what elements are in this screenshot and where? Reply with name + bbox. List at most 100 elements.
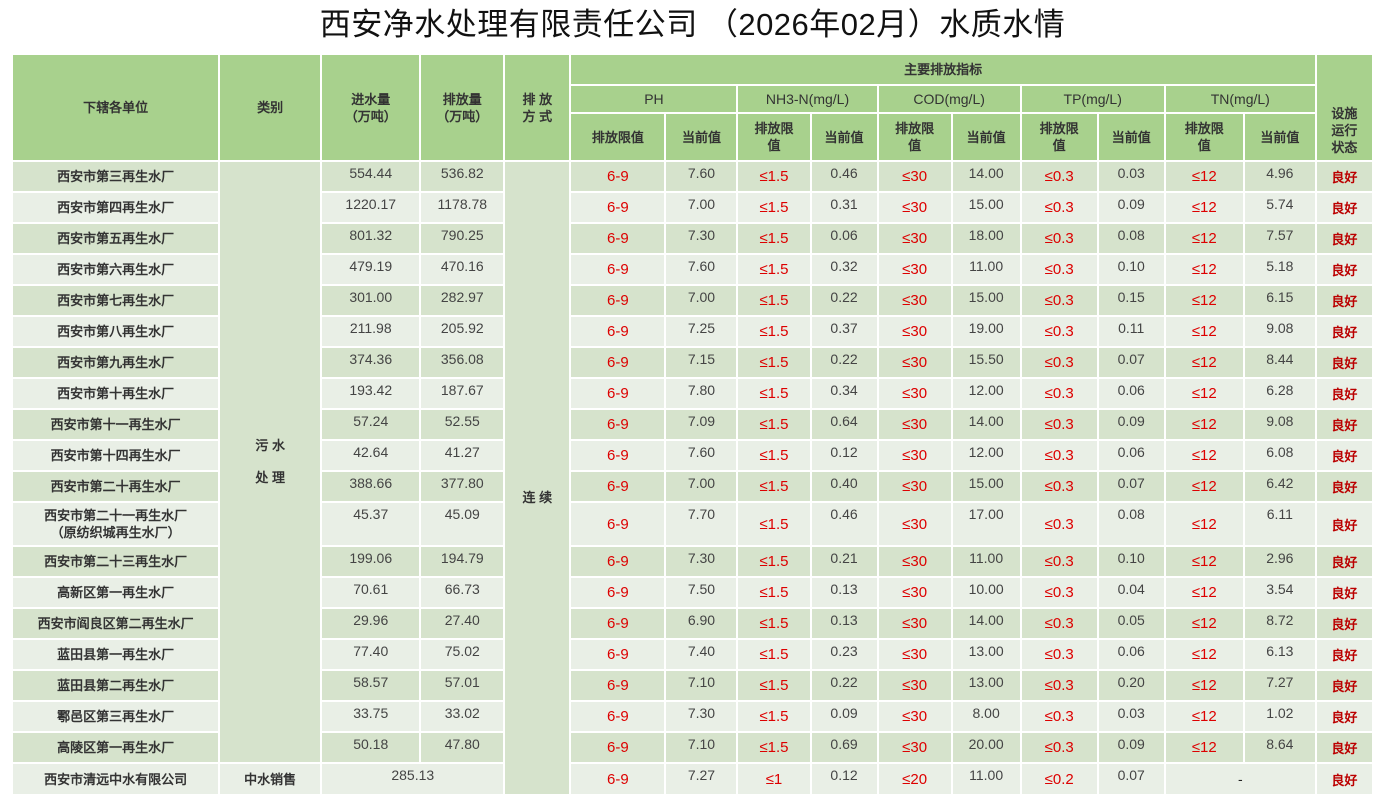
ph-limit: 6-9 xyxy=(569,191,667,224)
ph-limit: 6-9 xyxy=(569,222,667,255)
cod-limit: ≤30 xyxy=(876,501,953,547)
table-row: 蓝田县第一再生水厂 77.40 75.02 6-9 7.40 ≤1.5 0.23 ≤30 13.… xyxy=(10,638,1375,671)
outflow: 470.16 xyxy=(419,253,506,286)
header-method: 排 放 方 式 xyxy=(503,53,572,162)
header-ph: PH xyxy=(569,84,739,114)
ph-current: 7.10 xyxy=(664,731,739,764)
unit-name: 西安市第三再生水厂 xyxy=(10,160,221,193)
tn-limit: ≤12 xyxy=(1163,576,1245,609)
status: 良好 xyxy=(1314,315,1375,348)
nh3-current: 0.23 xyxy=(809,638,879,671)
nh3-current: 0.22 xyxy=(809,284,879,317)
cod-current: 13.00 xyxy=(950,638,1022,671)
nh3-current: 0.69 xyxy=(809,731,879,764)
ph-current: 7.09 xyxy=(664,408,739,441)
table-row: 西安市第九再生水厂 374.36 356.08 6-9 7.15 ≤1.5 0.22 ≤30 1… xyxy=(10,346,1375,379)
outflow: 282.97 xyxy=(419,284,506,317)
cod-current: 11.00 xyxy=(950,545,1022,578)
tp-limit: ≤0.3 xyxy=(1019,470,1099,503)
nh3-limit: ≤1.5 xyxy=(736,253,812,286)
cod-limit: ≤30 xyxy=(876,731,953,764)
status: 良好 xyxy=(1314,191,1375,224)
tp-current: 0.07 xyxy=(1096,762,1166,796)
nh3-limit: ≤1.5 xyxy=(736,700,812,733)
nh3-limit: ≤1.5 xyxy=(736,408,812,441)
inflow: 50.18 xyxy=(320,731,422,764)
status: 良好 xyxy=(1314,160,1375,193)
tp-limit: ≤0.3 xyxy=(1019,408,1099,441)
outflow: 187.67 xyxy=(419,377,506,410)
header-nh3: NH3-N(mg/L) xyxy=(736,84,879,114)
tn-limit: ≤12 xyxy=(1163,315,1245,348)
tn-limit: ≤12 xyxy=(1163,439,1245,472)
outflow: 205.92 xyxy=(419,315,506,348)
table-row-last: 西安市清远中水有限公司 中水销售 285.13 6-9 7.27 ≤1 0.12… xyxy=(10,762,1375,796)
ph-current: 7.00 xyxy=(664,191,739,224)
cod-current: 14.00 xyxy=(950,160,1022,193)
unit-name: 西安市第九再生水厂 xyxy=(10,346,221,379)
cod-current: 12.00 xyxy=(950,439,1022,472)
tp-limit: ≤0.3 xyxy=(1019,346,1099,379)
tp-limit: ≤0.2 xyxy=(1019,762,1099,796)
ph-limit: 6-9 xyxy=(569,638,667,671)
header-category: 类别 xyxy=(218,53,323,162)
header-cod-limit: 排放限 值 xyxy=(876,112,953,162)
tp-current: 0.06 xyxy=(1096,377,1166,410)
table-row: 西安市第十一再生水厂 57.24 52.55 6-9 7.09 ≤1.5 0.64 ≤30 14… xyxy=(10,408,1375,441)
outflow: 356.08 xyxy=(419,346,506,379)
nh3-current: 0.37 xyxy=(809,315,879,348)
header-ph-current: 当前值 xyxy=(664,112,739,162)
page-title: 西安净水处理有限责任公司 （2026年02月）水质水情 xyxy=(319,7,1066,42)
status: 良好 xyxy=(1314,545,1375,578)
tn-current: 7.57 xyxy=(1242,222,1317,255)
header-tp-current: 当前值 xyxy=(1096,112,1166,162)
volume: 285.13 xyxy=(320,762,506,796)
cod-limit: ≤30 xyxy=(876,669,953,702)
nh3-limit: ≤1.5 xyxy=(736,669,812,702)
table-row: 西安市第八再生水厂 211.98 205.92 6-9 7.25 ≤1.5 0.37 ≤30 1… xyxy=(10,315,1375,348)
nh3-limit: ≤1.5 xyxy=(736,638,812,671)
cod-current: 20.00 xyxy=(950,731,1022,764)
cod-limit: ≤30 xyxy=(876,222,953,255)
unit-name: 西安市第八再生水厂 xyxy=(10,315,221,348)
tp-current: 0.04 xyxy=(1096,576,1166,609)
tn-current: 6.42 xyxy=(1242,470,1317,503)
outflow: 75.02 xyxy=(419,638,506,671)
nh3-limit: ≤1.5 xyxy=(736,576,812,609)
ph-current: 7.50 xyxy=(664,576,739,609)
outflow: 47.80 xyxy=(419,731,506,764)
cod-current: 14.00 xyxy=(950,408,1022,441)
tn-current: 9.08 xyxy=(1242,315,1317,348)
ph-current: 7.30 xyxy=(664,545,739,578)
ph-current: 7.30 xyxy=(664,222,739,255)
cod-limit: ≤30 xyxy=(876,315,953,348)
tp-limit: ≤0.3 xyxy=(1019,284,1099,317)
table-row: 西安市第四再生水厂 1220.17 1178.78 6-9 7.00 ≤1.5 0.31 ≤3… xyxy=(10,191,1375,224)
cod-limit: ≤30 xyxy=(876,377,953,410)
cod-limit: ≤30 xyxy=(876,284,953,317)
header-cod: COD(mg/L) xyxy=(876,84,1022,114)
ph-limit: 6-9 xyxy=(569,346,667,379)
nh3-current: 0.09 xyxy=(809,700,879,733)
table-row: 西安市第六再生水厂 479.19 470.16 6-9 7.60 ≤1.5 0.32 ≤30 1… xyxy=(10,253,1375,286)
unit-name: 西安市第二十再生水厂 xyxy=(10,470,221,503)
inflow: 388.66 xyxy=(320,470,422,503)
tp-current: 0.08 xyxy=(1096,222,1166,255)
tp-limit: ≤0.3 xyxy=(1019,501,1099,547)
status: 良好 xyxy=(1314,501,1375,547)
tn-current: 8.64 xyxy=(1242,731,1317,764)
cod-current: 14.00 xyxy=(950,607,1022,640)
header-unit: 下辖各单位 xyxy=(10,53,221,162)
table-row: 西安市阎良区第二再生水厂 29.96 27.40 6-9 6.90 ≤1.5 0.13 ≤30… xyxy=(10,607,1375,640)
table-row: 西安市第二十一再生水厂 （原纺织城再生水厂） 45.37 45.09 6-9 7.70 ≤… xyxy=(10,501,1375,547)
table-row: 鄠邑区第三再生水厂 33.75 33.02 6-9 7.30 ≤1.5 0.09 ≤30 8.0… xyxy=(10,700,1375,733)
nh3-limit: ≤1.5 xyxy=(736,222,812,255)
tn-limit: ≤12 xyxy=(1163,545,1245,578)
tp-current: 0.09 xyxy=(1096,731,1166,764)
tp-limit: ≤0.3 xyxy=(1019,669,1099,702)
cod-limit: ≤30 xyxy=(876,545,953,578)
tp-limit: ≤0.3 xyxy=(1019,607,1099,640)
inflow: 199.06 xyxy=(320,545,422,578)
ph-current: 7.25 xyxy=(664,315,739,348)
tp-current: 0.03 xyxy=(1096,700,1166,733)
